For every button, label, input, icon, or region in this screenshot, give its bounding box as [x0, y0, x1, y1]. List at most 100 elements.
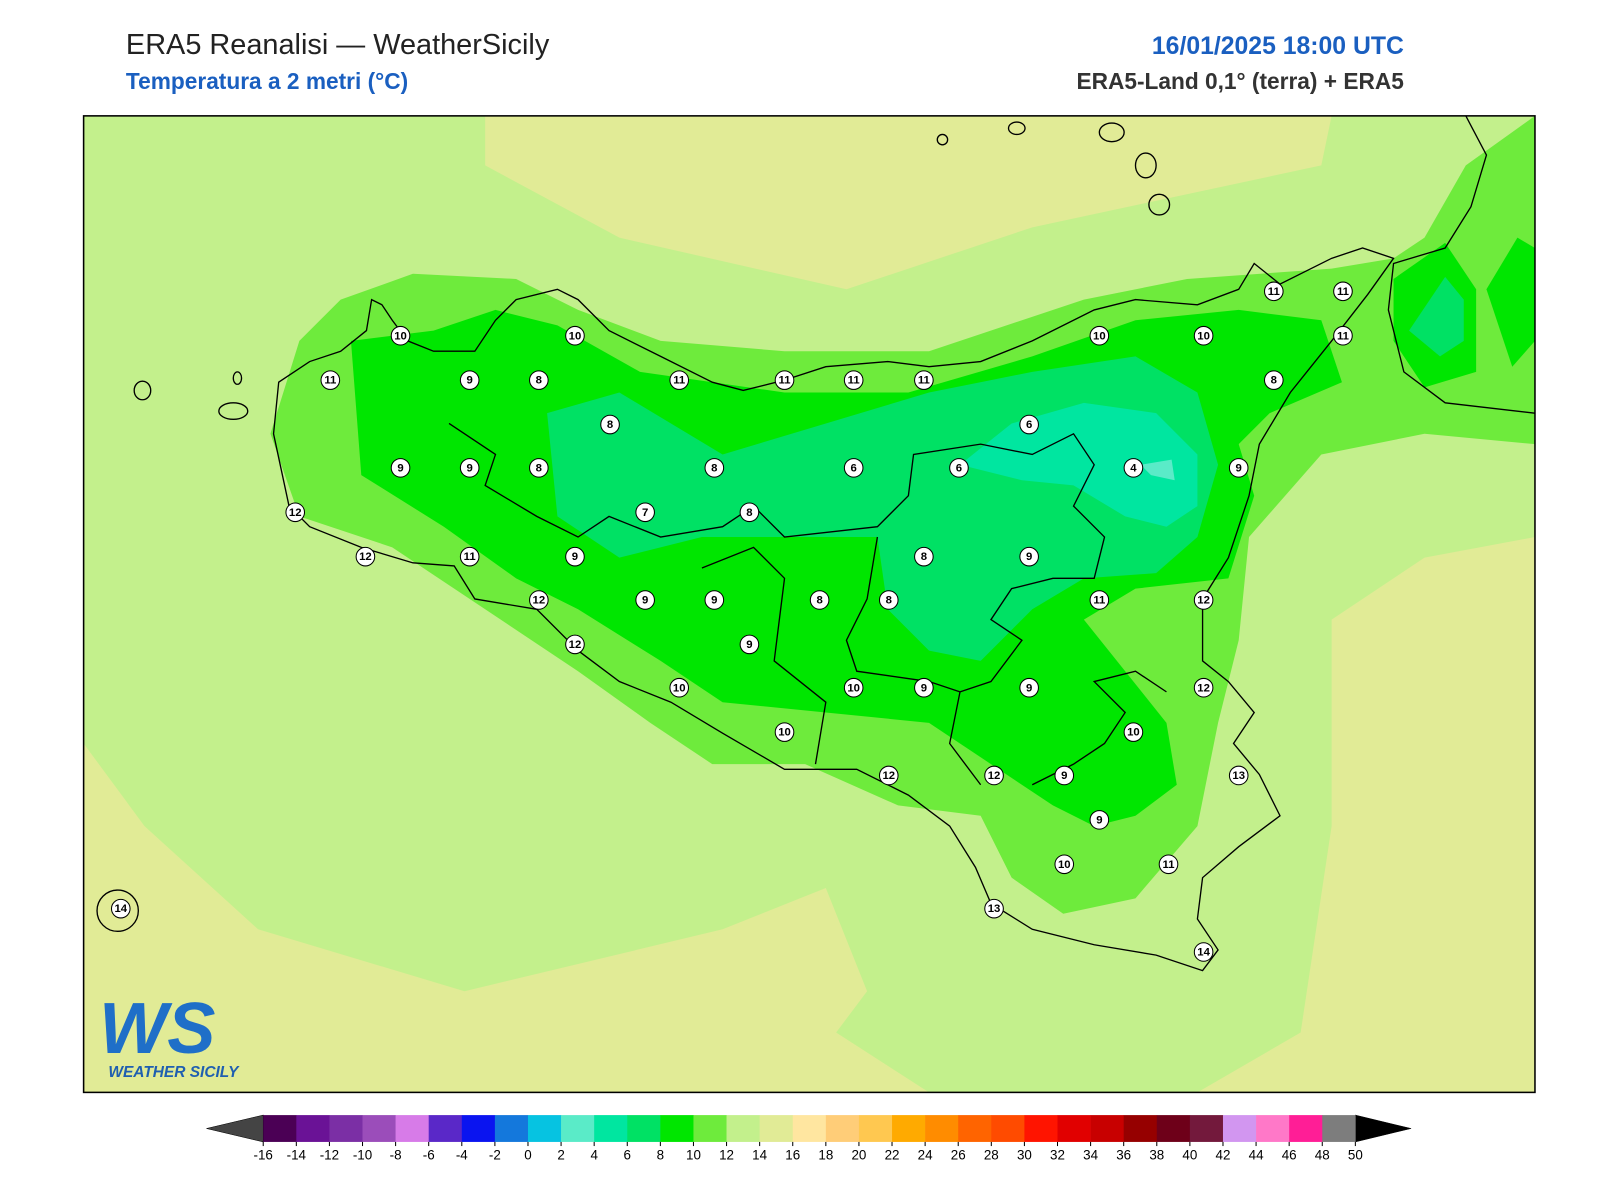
logo: WS WEATHER SICILY — [99, 989, 240, 1081]
station: 11 — [843, 370, 864, 390]
station: 8 — [529, 458, 549, 478]
colorbar-box — [461, 1115, 496, 1142]
station: 9 — [459, 370, 480, 390]
station-value: 11 — [1337, 330, 1349, 342]
station: 9 — [1228, 458, 1249, 478]
station-marker — [774, 370, 795, 390]
station: 7 — [635, 502, 655, 523]
colorbar-tick-label: 12 — [719, 1147, 734, 1162]
station: 12 — [529, 590, 549, 610]
station: 9 — [1054, 765, 1075, 786]
colorbar-tick-label: 8 — [657, 1147, 664, 1162]
station-marker — [809, 590, 830, 610]
colorbar-box — [296, 1115, 330, 1142]
station: 8 — [914, 546, 934, 567]
colorbar-tick-label: -14 — [287, 1147, 307, 1162]
colorbar: -16 -14 -12 -10 -8 -6 -4 -2 0 2 4 6 8 10 12 14 16 18 20 22 2… — [206, 1114, 1412, 1162]
station: 10 — [1054, 854, 1075, 875]
station-value: 8 — [816, 595, 822, 607]
station: 12 — [984, 765, 1004, 786]
station-value: 9 — [467, 462, 473, 474]
station: 14 — [1193, 942, 1214, 962]
colorbar-tick-label: -2 — [489, 1147, 501, 1162]
station-marker — [984, 898, 1004, 919]
station-marker — [1333, 281, 1353, 302]
station-value: 10 — [1058, 859, 1071, 871]
station-marker — [914, 546, 934, 567]
station-marker — [843, 458, 864, 478]
station: 8 — [809, 590, 830, 610]
colorbar-tick-label: -16 — [254, 1147, 273, 1162]
station-value: 8 — [1271, 375, 1277, 387]
colorbar-box — [494, 1115, 529, 1142]
station-value: 8 — [536, 462, 542, 474]
station-value: 9 — [1061, 770, 1067, 782]
station-marker — [1019, 546, 1039, 567]
station-value: 10 — [1093, 330, 1106, 342]
colorbar-tick-label: 48 — [1315, 1147, 1330, 1162]
station-marker — [704, 590, 725, 610]
station-value: 12 — [533, 595, 546, 607]
station-marker — [459, 458, 480, 478]
station: 14 — [110, 898, 131, 919]
colorbar-tick-label: 46 — [1282, 1147, 1297, 1162]
station: 10 — [565, 325, 585, 346]
station-marker — [635, 590, 655, 610]
station: 10 — [843, 677, 864, 698]
station-marker — [635, 502, 655, 523]
station-value: 11 — [1268, 286, 1280, 298]
station: 12 — [1193, 677, 1214, 698]
station-marker — [565, 325, 585, 346]
station-value: 10 — [778, 727, 791, 739]
station-marker — [600, 414, 620, 435]
station: 9 — [1019, 546, 1039, 567]
station-marker — [1228, 458, 1249, 478]
station-value: 9 — [1026, 551, 1032, 563]
station: 10 — [774, 722, 795, 742]
colorbar-tick-label: -8 — [390, 1147, 402, 1162]
colorbar-box — [958, 1115, 992, 1142]
station-marker — [914, 677, 934, 698]
colorbar-tick-label: -6 — [423, 1147, 435, 1162]
station-marker — [1193, 677, 1214, 698]
station-value: 7 — [642, 507, 648, 519]
station-value: 11 — [1093, 595, 1105, 607]
station-value: 9 — [642, 595, 648, 607]
station: 11 — [774, 370, 795, 390]
station: 9 — [635, 590, 655, 610]
station-marker — [669, 370, 690, 390]
station: 11 — [320, 370, 341, 390]
colorbar-box — [1057, 1115, 1091, 1142]
station-marker — [459, 370, 480, 390]
station-marker — [1054, 854, 1075, 875]
station: 12 — [285, 502, 306, 523]
colorbar-box — [1024, 1115, 1058, 1142]
station-value: 9 — [921, 682, 927, 694]
title: ERA5 Reanalisi — WeatherSicily — [126, 29, 550, 61]
colorbar-box — [1322, 1115, 1356, 1142]
station-marker — [355, 546, 376, 567]
colorbar-tick-label: 40 — [1182, 1147, 1197, 1162]
colorbar-box — [627, 1115, 661, 1142]
colorbar-box — [825, 1115, 860, 1142]
station-value: 9 — [1096, 814, 1102, 826]
map — [83, 115, 1535, 1093]
station-marker — [110, 898, 131, 919]
colorbar-tick-label: 38 — [1149, 1147, 1164, 1162]
colorbar-tick-label: 26 — [951, 1147, 966, 1162]
station-marker — [669, 677, 690, 698]
colorbar-box — [792, 1115, 827, 1142]
station-value: 8 — [921, 551, 927, 563]
station-value: 11 — [673, 375, 685, 387]
station-value: 9 — [572, 551, 578, 563]
station-marker — [1264, 281, 1284, 302]
station-value: 11 — [324, 375, 336, 387]
station: 4 — [1123, 458, 1144, 478]
station: 9 — [739, 634, 760, 655]
colorbar-box — [428, 1115, 463, 1142]
colorbar-tick-label: 20 — [851, 1147, 866, 1162]
station: 11 — [1158, 854, 1179, 875]
station-value: 11 — [464, 551, 476, 563]
station-marker — [1019, 414, 1039, 435]
station-marker — [1193, 325, 1214, 346]
